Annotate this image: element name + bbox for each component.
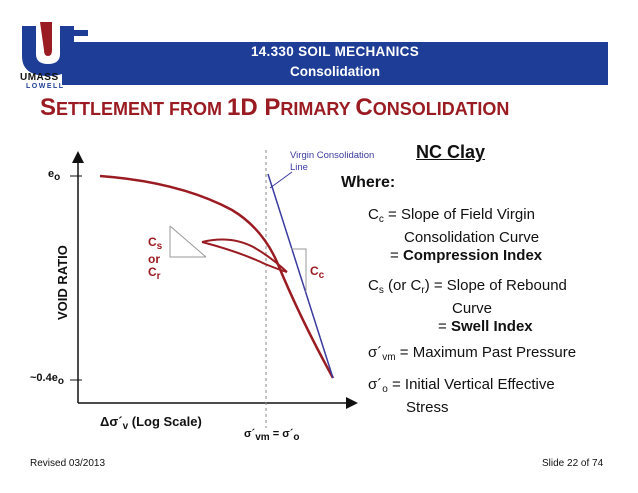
- virgin-line-label-2: Line: [290, 162, 308, 173]
- cc-def-line3: = Compression Index: [368, 247, 542, 265]
- e-low-text: ~0.4e: [30, 372, 58, 384]
- cs-cr-label: Cs or Cr: [148, 236, 162, 283]
- cc-def-line2: Consolidation Curve: [404, 229, 540, 246]
- sigma-vm-sub: vm: [255, 432, 270, 443]
- sigma-o-definition: σ´o = Initial Vertical Effective Stress: [368, 376, 555, 417]
- where-label: Where:: [341, 174, 396, 191]
- consolidation-curve: [99, 174, 335, 379]
- cr-text: C: [148, 265, 157, 279]
- x-axis-sigma: Δσ´: [100, 414, 123, 429]
- def-text: = Maximum Past Pressure: [395, 344, 577, 361]
- or-label: or: [148, 252, 160, 266]
- cc-def-line1: Cc = Slope of Field Virgin: [368, 206, 542, 229]
- compression-index-text: Compression Index: [402, 247, 543, 264]
- def-sub: s: [378, 285, 384, 296]
- cs-text: C: [148, 235, 157, 249]
- e0-text: e: [48, 168, 55, 180]
- def-sub: r: [421, 285, 425, 296]
- cc-label: Cc: [310, 264, 324, 281]
- def-text: σ´: [368, 376, 383, 393]
- def-text: = Slope of Field Virgin: [383, 206, 535, 223]
- def-text: (or C: [383, 277, 422, 294]
- umass-lowell-logo: UMASS LOWELL: [18, 20, 92, 92]
- title-part: C: [355, 94, 373, 121]
- virgin-line-label-1: Virgin Consolidation: [290, 150, 375, 161]
- virgin-line-pointer: [269, 171, 293, 189]
- def-text: σ´: [368, 344, 383, 361]
- cc-text: C: [310, 264, 319, 278]
- virgin-line-label: Virgin Consolidation Line: [290, 150, 374, 174]
- e-low-label: ~0.4eo: [30, 372, 64, 387]
- y-axis-label: VOID RATIO: [55, 245, 70, 320]
- def-text: =: [390, 247, 403, 264]
- virgin-consolidation-line: [267, 173, 334, 379]
- def-text: = Initial Vertical Effective: [387, 376, 555, 393]
- cr-sub: r: [156, 271, 161, 282]
- cs-slope-triangle: [169, 226, 206, 258]
- def-sub: vm: [382, 352, 396, 363]
- e-low-sub: o: [57, 376, 64, 387]
- topic-title: Consolidation: [290, 64, 380, 79]
- def-sub: c: [378, 214, 384, 225]
- title-part: ONSOLIDATION: [372, 99, 510, 119]
- logo-text-lowell: LOWELL: [26, 83, 65, 90]
- x-axis-sub: v: [122, 421, 129, 432]
- so-def-line1: σ´o = Initial Vertical Effective: [368, 376, 555, 399]
- cs-label: Cs: [148, 236, 162, 253]
- cs-def-line3: = Swell Index: [368, 318, 567, 336]
- title-part: 1D P: [227, 94, 281, 121]
- course-title: 14.330 SOIL MECHANICS: [250, 44, 420, 59]
- cs-slope-hypotenuse: [169, 225, 207, 258]
- cc-slope-triangle: [291, 248, 307, 292]
- def-sub: o: [382, 384, 388, 395]
- cc-definition: Cc = Slope of Field Virgin Consolidation…: [368, 206, 542, 265]
- rebound-curve-lower: [201, 241, 288, 273]
- e0-label: eo: [48, 168, 60, 183]
- e0-sub: o: [54, 172, 61, 183]
- cs-def-line1: Cs (or Cr) = Slope of Rebound: [368, 277, 567, 300]
- rebound-curve-upper: [201, 238, 288, 273]
- title-part: ETTLEMENT FROM: [56, 99, 227, 119]
- title-part: S: [40, 94, 57, 121]
- cs-sub: s: [156, 241, 163, 252]
- sigma-o-sub: o: [293, 432, 300, 443]
- slide-number: Slide 22 of 74: [542, 458, 604, 469]
- header-bar: 14.330 SOIL MECHANICS Consolidation: [62, 42, 608, 85]
- def-text: ) = Slope of Rebound: [424, 277, 567, 294]
- logo-text-umass: UMASS: [20, 72, 59, 83]
- title-part: RIMARY: [280, 99, 356, 119]
- sigma-vm-definition: σ´vm = Maximum Past Pressure: [368, 344, 576, 367]
- def-text: C: [368, 206, 379, 223]
- def-text: C: [368, 277, 379, 294]
- cc-sub: c: [318, 270, 325, 281]
- sigma-vm-text: σ´: [244, 428, 256, 440]
- revised-date: Revised 03/2013: [30, 458, 106, 469]
- def-text: =: [438, 318, 451, 335]
- nc-clay-heading: NC Clay: [416, 142, 486, 162]
- sigma-vm-equals-label: σ´vm = σ´o: [244, 428, 300, 443]
- x-axis-label: Δσ´v (Log Scale): [100, 414, 202, 432]
- cr-label: Cr: [148, 266, 162, 283]
- cs-definition: Cs (or Cr) = Slope of Rebound Curve = Sw…: [368, 277, 567, 336]
- swell-index-text: Swell Index: [450, 318, 533, 335]
- x-axis-suffix: (Log Scale): [128, 414, 202, 429]
- equals-text: = σ´: [269, 428, 294, 440]
- so-def-line2: Stress: [406, 399, 449, 416]
- slide-title: SETTLEMENT FROM 1D PRIMARY CONSOLIDATION: [40, 94, 509, 122]
- cs-def-line2: Curve: [452, 300, 493, 317]
